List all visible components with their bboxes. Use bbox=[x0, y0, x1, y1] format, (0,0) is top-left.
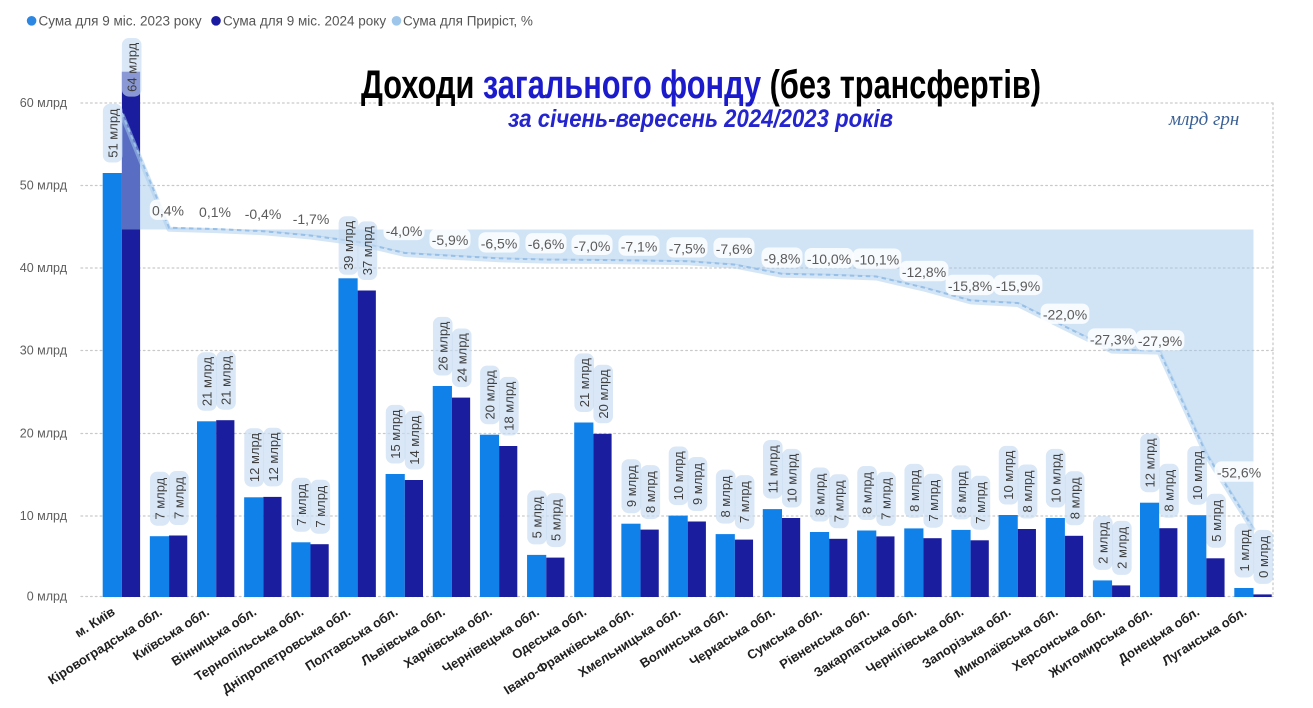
svg-text:-27,3%: -27,3% bbox=[1090, 332, 1134, 348]
svg-text:50 млрд: 50 млрд bbox=[20, 179, 68, 193]
svg-text:64 млрд: 64 млрд bbox=[124, 42, 139, 92]
svg-text:-9,8%: -9,8% bbox=[764, 251, 801, 267]
svg-text:12 млрд: 12 млрд bbox=[247, 433, 262, 483]
svg-text:-5,9%: -5,9% bbox=[432, 232, 469, 248]
svg-text:8 млрд: 8 млрд bbox=[643, 471, 658, 513]
svg-text:за січень-вересень 2024/2023 р: за січень-вересень 2024/2023 років bbox=[508, 105, 893, 133]
svg-text:0 млрд: 0 млрд bbox=[27, 590, 68, 604]
svg-text:9 млрд: 9 млрд bbox=[624, 465, 639, 507]
svg-text:-6,6%: -6,6% bbox=[528, 236, 565, 252]
svg-text:-52,6%: -52,6% bbox=[1217, 465, 1261, 481]
svg-text:-15,8%: -15,8% bbox=[948, 278, 992, 294]
svg-text:Сума для 9 міс. 2023 року: Сума для 9 міс. 2023 року bbox=[39, 14, 202, 29]
svg-text:40 млрд: 40 млрд bbox=[20, 261, 68, 275]
svg-text:-15,9%: -15,9% bbox=[996, 278, 1040, 294]
svg-text:7 млрд: 7 млрд bbox=[737, 481, 752, 523]
svg-text:7 млрд: 7 млрд bbox=[172, 477, 187, 519]
svg-text:8 млрд: 8 млрд bbox=[1067, 477, 1082, 519]
svg-text:Сума для 9 міс. 2024 року: Сума для 9 міс. 2024 року bbox=[223, 14, 386, 29]
svg-text:10 млрд: 10 млрд bbox=[1001, 450, 1016, 500]
svg-text:20 млрд: 20 млрд bbox=[596, 369, 611, 419]
svg-text:-7,0%: -7,0% bbox=[574, 238, 611, 254]
svg-text:7 млрд: 7 млрд bbox=[879, 478, 894, 520]
svg-text:15 млрд: 15 млрд bbox=[388, 409, 403, 459]
svg-text:5 млрд: 5 млрд bbox=[549, 499, 564, 541]
svg-text:8 млрд: 8 млрд bbox=[813, 473, 828, 515]
svg-text:18 млрд: 18 млрд bbox=[502, 381, 517, 431]
svg-text:7 млрд: 7 млрд bbox=[832, 480, 847, 522]
svg-text:-10,0%: -10,0% bbox=[807, 251, 851, 267]
svg-text:-10,1%: -10,1% bbox=[855, 252, 899, 268]
svg-text:5 млрд: 5 млрд bbox=[530, 496, 545, 538]
svg-text:8 млрд: 8 млрд bbox=[907, 470, 922, 512]
svg-text:Сума для Приріст, %: Сума для Приріст, % bbox=[403, 14, 533, 29]
svg-text:20 млрд: 20 млрд bbox=[483, 370, 498, 420]
svg-text:11 млрд: 11 млрд bbox=[765, 445, 780, 494]
svg-text:-4,0%: -4,0% bbox=[386, 223, 423, 239]
svg-text:7 млрд: 7 млрд bbox=[973, 481, 988, 523]
svg-text:7 млрд: 7 млрд bbox=[313, 485, 328, 527]
svg-text:-7,1%: -7,1% bbox=[621, 239, 658, 255]
svg-text:7 млрд: 7 млрд bbox=[294, 483, 309, 525]
svg-text:7 млрд: 7 млрд bbox=[926, 479, 941, 521]
svg-text:10 млрд: 10 млрд bbox=[784, 453, 799, 503]
svg-text:26 млрд: 26 млрд bbox=[435, 321, 450, 371]
svg-text:21 млрд: 21 млрд bbox=[200, 357, 215, 407]
svg-text:8 млрд: 8 млрд bbox=[1162, 469, 1177, 511]
svg-text:-22,0%: -22,0% bbox=[1043, 307, 1087, 323]
svg-text:10 млрд: 10 млрд bbox=[1048, 453, 1063, 503]
svg-text:Доходи загального фонду (без т: Доходи загального фонду (без трансфертів… bbox=[361, 63, 1041, 107]
svg-text:8 млрд: 8 млрд bbox=[1020, 470, 1035, 512]
svg-text:1 млрд: 1 млрд bbox=[1237, 529, 1252, 571]
svg-text:39 млрд: 39 млрд bbox=[341, 221, 356, 271]
svg-text:0,4%: 0,4% bbox=[152, 203, 184, 219]
svg-text:-0,4%: -0,4% bbox=[245, 206, 282, 222]
svg-text:-7,6%: -7,6% bbox=[716, 241, 753, 257]
svg-text:20 млрд: 20 млрд bbox=[20, 427, 68, 441]
svg-text:-7,5%: -7,5% bbox=[669, 240, 706, 256]
svg-text:14 млрд: 14 млрд bbox=[407, 415, 422, 465]
svg-text:8 млрд: 8 млрд bbox=[860, 472, 875, 514]
svg-text:2 млрд: 2 млрд bbox=[1095, 522, 1110, 564]
svg-text:-12,8%: -12,8% bbox=[902, 264, 946, 280]
svg-text:12 млрд: 12 млрд bbox=[266, 432, 281, 482]
svg-text:8 млрд: 8 млрд bbox=[718, 475, 733, 517]
svg-text:0 млрд: 0 млрд bbox=[1256, 536, 1271, 578]
svg-text:24 млрд: 24 млрд bbox=[454, 333, 469, 383]
svg-text:-27,9%: -27,9% bbox=[1138, 333, 1182, 349]
svg-text:5 млрд: 5 млрд bbox=[1209, 499, 1224, 541]
svg-text:37 млрд: 37 млрд bbox=[360, 226, 375, 276]
svg-text:7 млрд: 7 млрд bbox=[153, 477, 168, 519]
svg-text:млрд грн: млрд грн bbox=[1168, 109, 1239, 130]
svg-text:60 млрд: 60 млрд bbox=[20, 96, 68, 110]
svg-text:0,1%: 0,1% bbox=[199, 204, 231, 220]
svg-text:21 млрд: 21 млрд bbox=[219, 355, 234, 405]
svg-text:8 млрд: 8 млрд bbox=[954, 471, 969, 513]
svg-text:-6,5%: -6,5% bbox=[481, 235, 518, 251]
svg-text:9 млрд: 9 млрд bbox=[690, 463, 705, 505]
svg-text:51 млрд: 51 млрд bbox=[105, 108, 120, 158]
svg-text:10 млрд: 10 млрд bbox=[1190, 450, 1205, 500]
svg-text:-1,7%: -1,7% bbox=[293, 211, 330, 227]
svg-text:30 млрд: 30 млрд bbox=[20, 344, 68, 358]
svg-text:10 млрд: 10 млрд bbox=[20, 509, 68, 523]
svg-text:2 млрд: 2 млрд bbox=[1114, 527, 1129, 569]
svg-text:12 млрд: 12 млрд bbox=[1143, 438, 1158, 488]
svg-text:10 млрд: 10 млрд bbox=[671, 451, 686, 501]
svg-text:21 млрд: 21 млрд bbox=[577, 358, 592, 408]
